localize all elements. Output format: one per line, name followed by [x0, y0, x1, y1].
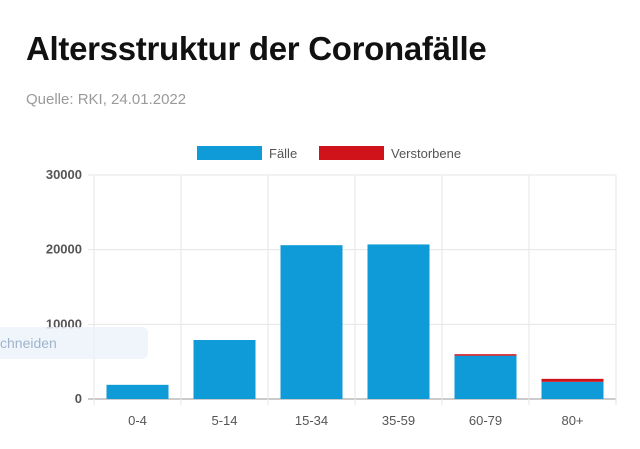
bar-faelle: [541, 381, 604, 399]
bar-faelle: [367, 244, 430, 399]
x-tick-label: 35-59: [382, 413, 415, 428]
legend-label: Verstorbene: [391, 146, 461, 161]
x-tick-label: 15-34: [295, 413, 328, 428]
legend-label: Fälle: [269, 146, 297, 161]
bar-verstorbene: [541, 378, 604, 382]
grid-lines: [88, 174, 617, 405]
bar-faelle: [454, 355, 517, 399]
x-tick-label: 80+: [561, 413, 583, 428]
legend-swatch: [319, 146, 384, 160]
chart-title: Altersstruktur der Coronafälle: [26, 30, 487, 67]
bars: [106, 244, 604, 399]
x-tick-label: 0-4: [128, 413, 147, 428]
legend-swatch: [197, 146, 262, 160]
bar-faelle: [106, 384, 169, 399]
bar-faelle: [280, 245, 343, 399]
y-tick-label: 30000: [46, 167, 82, 182]
x-tick-label: 5-14: [211, 413, 237, 428]
bar-faelle: [193, 340, 256, 399]
chart-legend: Fälle Verstorbene: [197, 146, 461, 161]
y-tick-label: 20000: [46, 242, 82, 257]
x-tick-label: 60-79: [469, 413, 502, 428]
hidden-button-fragment: chneiden: [0, 327, 148, 359]
y-tick-label: 0: [75, 391, 82, 406]
chart-source: Quelle: RKI, 24.01.2022: [26, 91, 187, 108]
bar-verstorbene: [454, 354, 517, 356]
